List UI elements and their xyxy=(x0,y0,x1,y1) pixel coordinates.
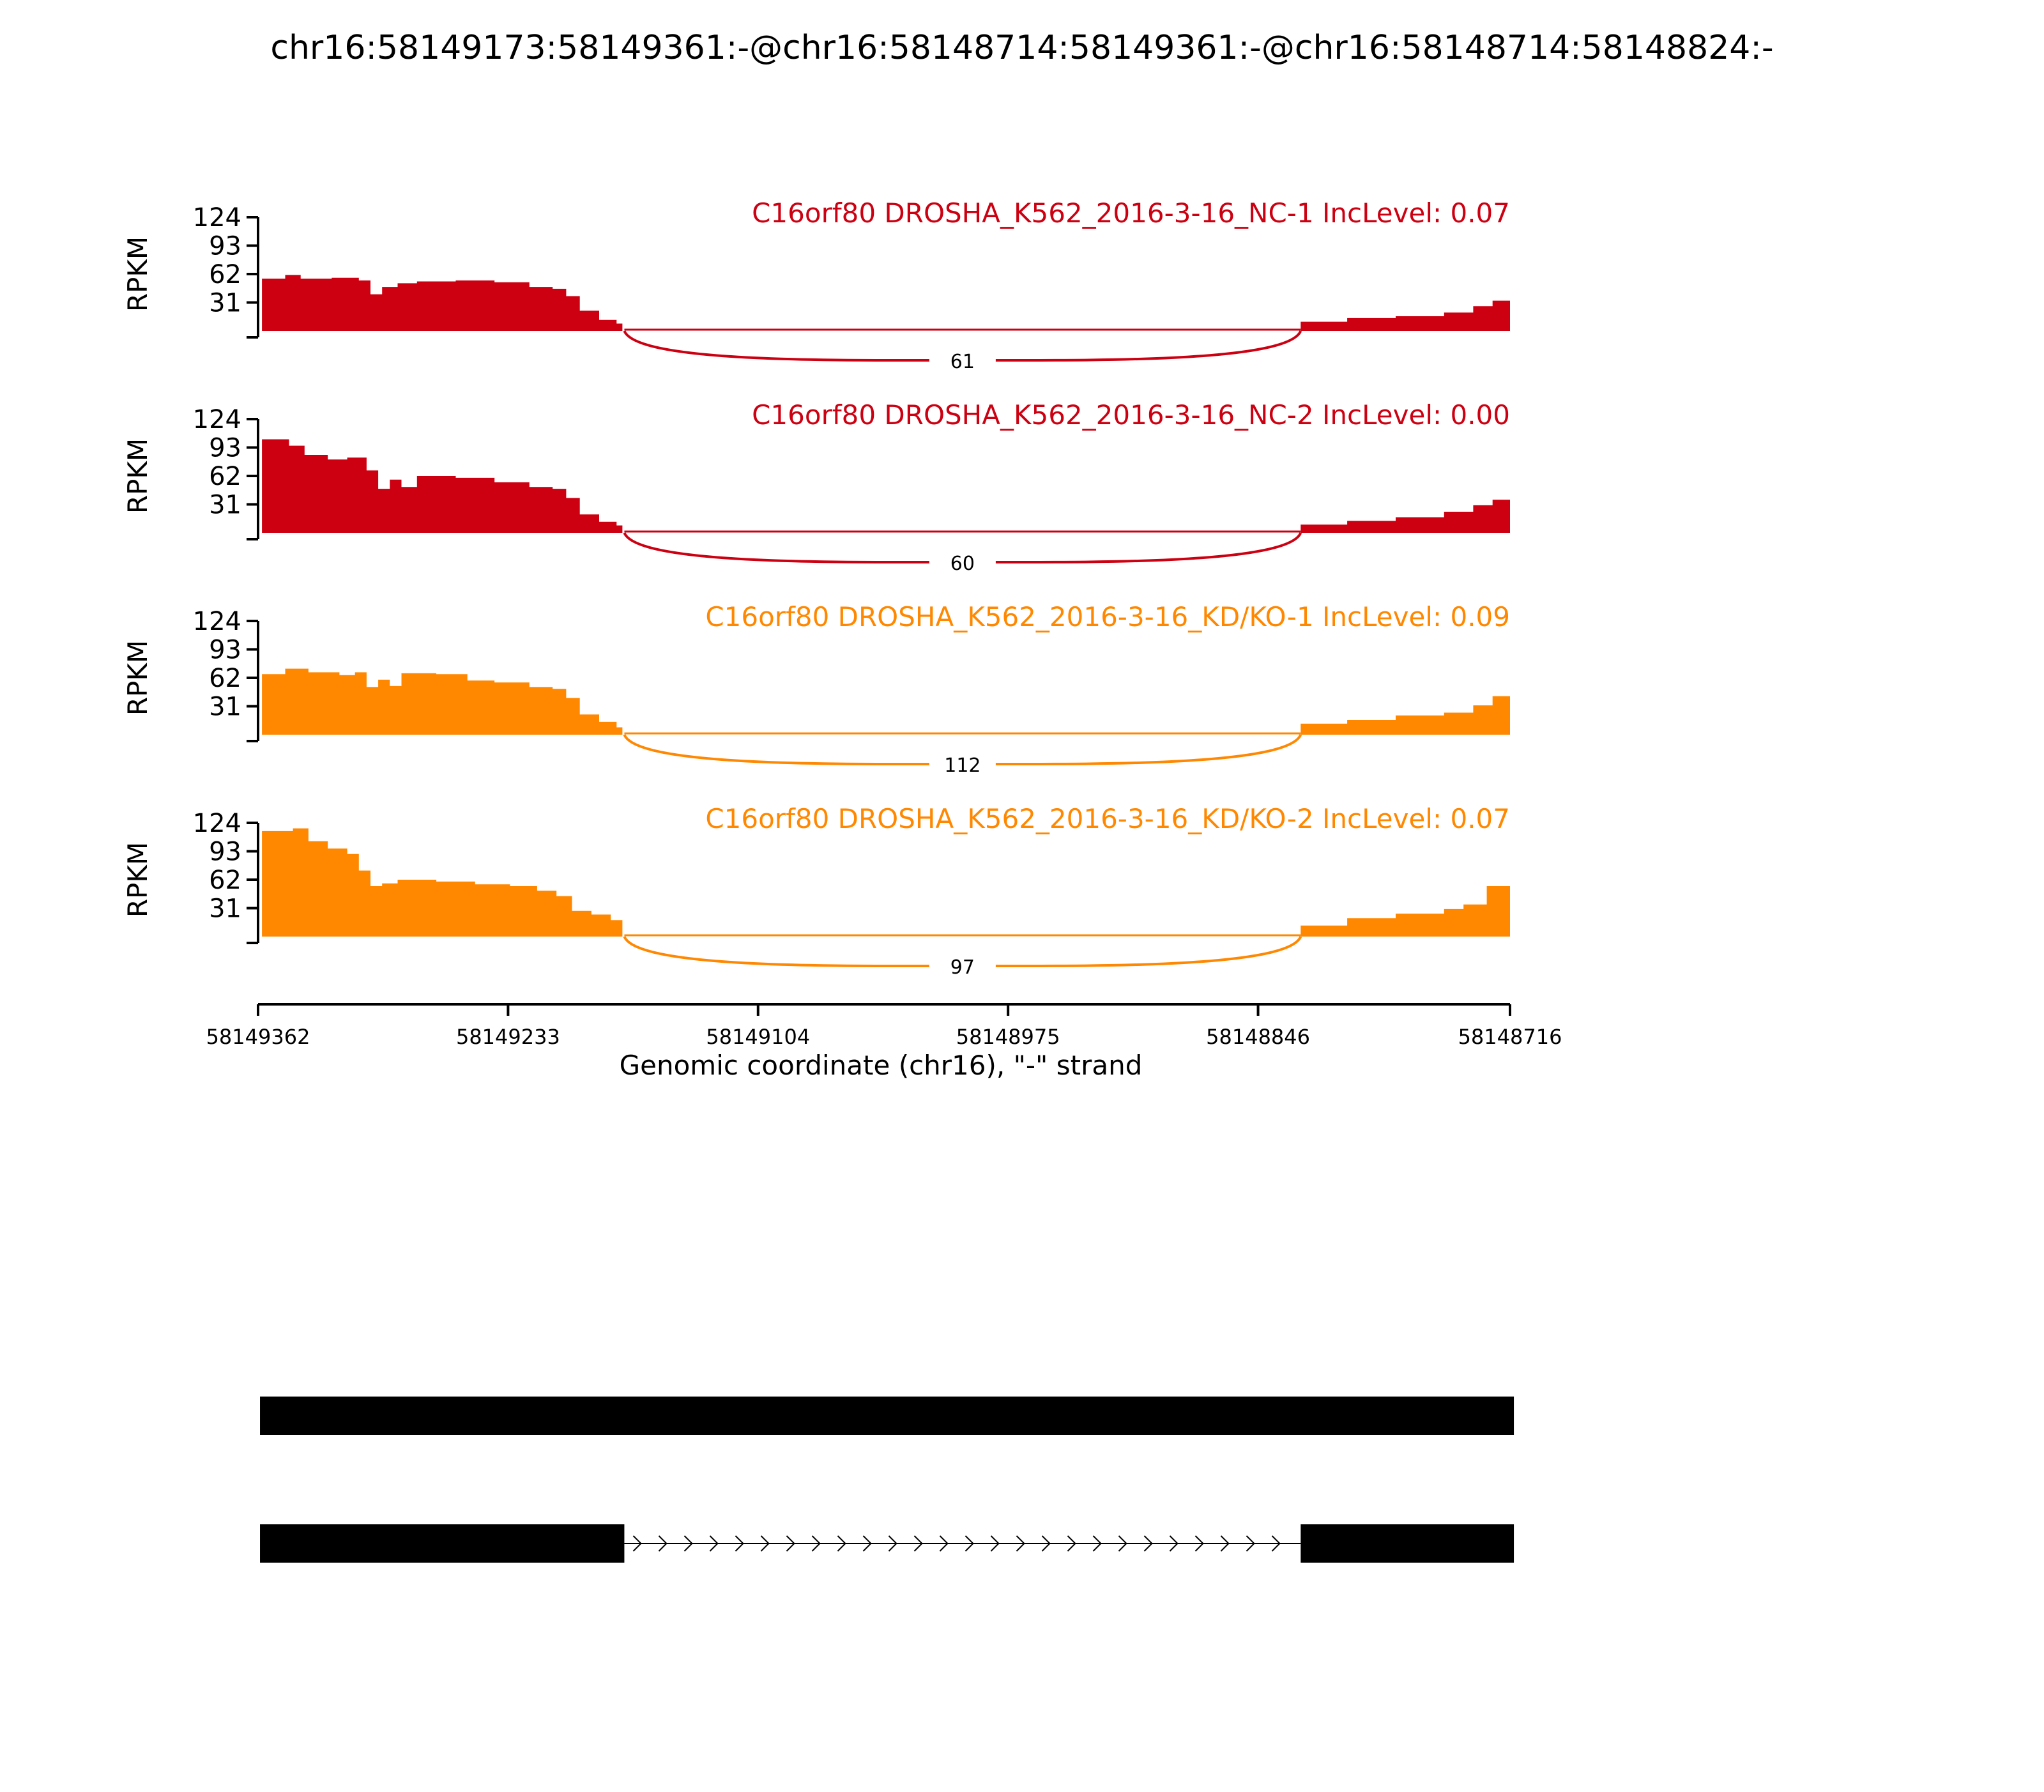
exon-block xyxy=(1300,1524,1514,1563)
strand-arrow xyxy=(862,1535,872,1552)
isoform-models xyxy=(260,1397,1514,1563)
junction-count: 97 xyxy=(950,956,975,979)
coverage-area-right xyxy=(1300,500,1510,533)
y-tick-label: 62 xyxy=(209,260,241,289)
exon-block xyxy=(260,1397,1514,1435)
inclusion-isoform xyxy=(260,1397,1514,1435)
junction-label-bg xyxy=(929,346,996,374)
exon-block xyxy=(260,1524,625,1563)
coverage-area-right xyxy=(1300,885,1510,937)
strand-arrow xyxy=(1143,1535,1153,1552)
strand-arrow xyxy=(1169,1535,1178,1552)
track-label: C16orf80 DROSHA_K562_2016-3-16_KD/KO-1 I… xyxy=(705,601,1510,632)
strand-arrow xyxy=(965,1535,974,1552)
coverage-area-left xyxy=(258,828,623,937)
strand-arrow xyxy=(786,1535,795,1552)
y-tick-label: 62 xyxy=(209,664,241,693)
coverage-area-right xyxy=(1300,696,1510,735)
y-tick-label: 31 xyxy=(209,894,241,924)
coverage-area-right xyxy=(1300,300,1510,331)
x-tick-label: 58149233 xyxy=(456,1025,560,1049)
strand-arrow xyxy=(658,1535,667,1552)
x-axis-label: Genomic coordinate (chr16), "-" strand xyxy=(620,1050,1143,1081)
strand-arrow xyxy=(1246,1535,1255,1552)
track-label: C16orf80 DROSHA_K562_2016-3-16_NC-1 IncL… xyxy=(752,197,1510,229)
strand-arrow xyxy=(888,1535,897,1552)
coverage-area-left xyxy=(258,275,623,331)
y-tick-label: 93 xyxy=(209,636,241,665)
strand-arrow xyxy=(811,1535,821,1552)
strand-arrow xyxy=(1220,1535,1230,1552)
skipping-isoform xyxy=(260,1524,1514,1563)
junction-count: 60 xyxy=(950,553,975,575)
y-tick-label: 124 xyxy=(193,607,241,636)
y-tick-label: 93 xyxy=(209,434,241,463)
y-tick-label: 124 xyxy=(193,203,241,233)
strand-arrow xyxy=(1016,1535,1025,1552)
y-axis-label: RPKM xyxy=(122,236,153,312)
track-label: C16orf80 DROSHA_K562_2016-3-16_KD/KO-2 I… xyxy=(705,803,1510,834)
strand-arrow xyxy=(683,1535,693,1552)
x-tick-label: 58149362 xyxy=(206,1025,310,1049)
strand-arrow xyxy=(1092,1535,1102,1552)
y-axis-label: RPKM xyxy=(122,842,153,917)
y-tick-label: 31 xyxy=(209,289,241,318)
strand-arrow xyxy=(760,1535,770,1552)
x-tick-label: 58148846 xyxy=(1206,1025,1310,1049)
strand-arrow xyxy=(913,1535,923,1552)
chart-title: chr16:58149173:58149361:-@chr16:58148714… xyxy=(270,29,1773,67)
x-tick-label: 58148975 xyxy=(956,1025,1060,1049)
coverage-area-left xyxy=(258,439,623,533)
x-tick-label: 58149104 xyxy=(706,1025,810,1049)
strand-arrow xyxy=(1118,1535,1127,1552)
strand-arrow xyxy=(939,1535,949,1552)
strand-arrow xyxy=(1067,1535,1076,1552)
strand-arrow xyxy=(709,1535,719,1552)
junction-label-bg xyxy=(929,952,996,980)
y-axis-label: RPKM xyxy=(122,640,153,716)
x-axis: 58149362 58149233 58149104 58148975 58148846… xyxy=(206,1003,1562,1049)
y-axis-label: RPKM xyxy=(122,438,153,514)
strand-arrow xyxy=(1041,1535,1051,1552)
y-tick-label: 62 xyxy=(209,462,241,491)
y-tick-label: 62 xyxy=(209,866,241,895)
strand-arrow xyxy=(837,1535,846,1552)
y-tick-label: 93 xyxy=(209,232,241,261)
junction-label-bg xyxy=(929,750,996,778)
y-tick-label: 31 xyxy=(209,693,241,722)
y-tick-label: 31 xyxy=(209,491,241,520)
strand-arrow xyxy=(735,1535,744,1552)
y-tick-label: 124 xyxy=(193,809,241,838)
y-tick-label: 124 xyxy=(193,405,241,434)
strand-arrow xyxy=(632,1535,642,1552)
strand-arrow xyxy=(1271,1535,1281,1552)
strand-arrow xyxy=(990,1535,1000,1552)
track-label: C16orf80 DROSHA_K562_2016-3-16_NC-2 IncL… xyxy=(752,399,1510,431)
junction-count: 61 xyxy=(950,351,975,373)
strand-arrow xyxy=(1194,1535,1204,1552)
junction-count: 112 xyxy=(944,754,980,777)
y-tick-label: 93 xyxy=(209,838,241,867)
x-tick-label: 58148716 xyxy=(1458,1025,1562,1049)
junction-label-bg xyxy=(929,548,996,576)
coverage-area-left xyxy=(258,668,623,735)
